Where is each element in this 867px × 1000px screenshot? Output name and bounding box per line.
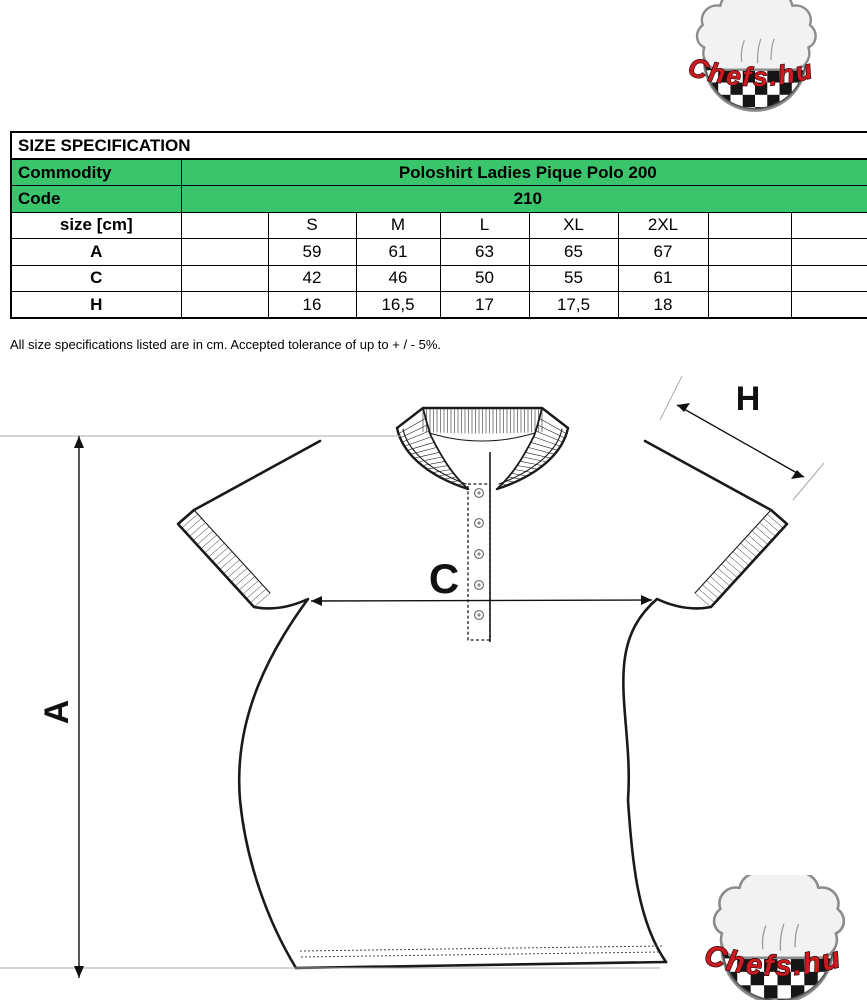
svg-text:A: A	[38, 700, 76, 725]
svg-text:C: C	[429, 555, 459, 602]
svg-text:H: H	[736, 380, 761, 418]
